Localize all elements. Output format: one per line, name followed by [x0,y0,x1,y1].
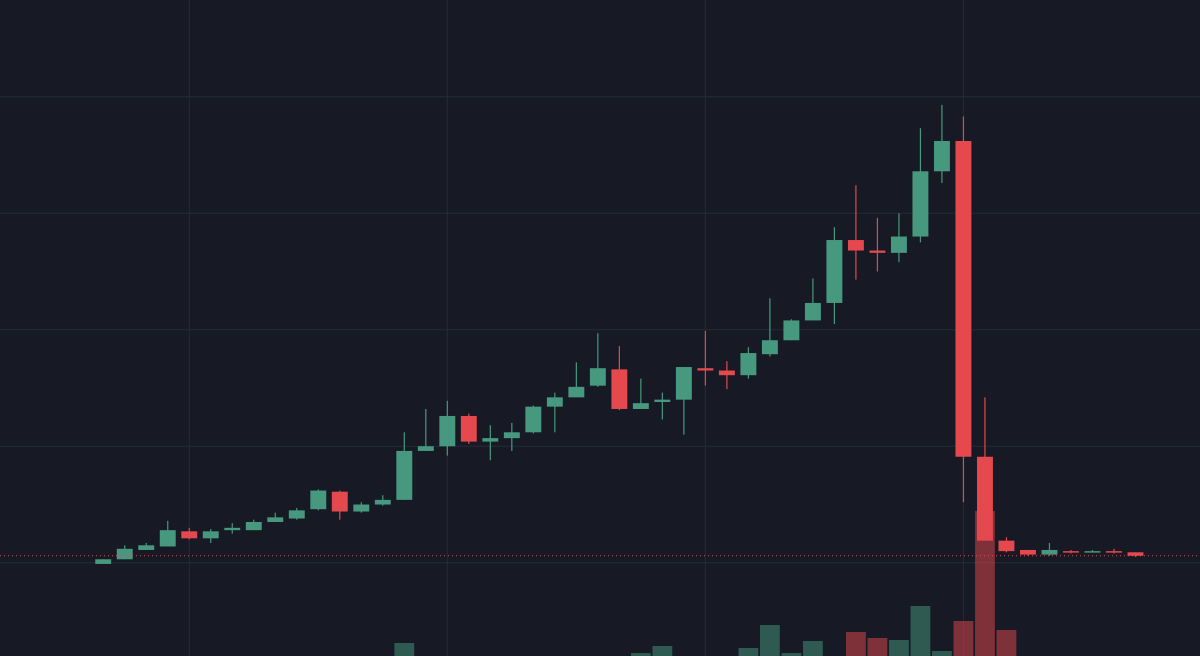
candle-body [955,140,972,457]
candle-body [783,320,800,341]
volume-bar [996,630,1017,656]
volume-bar [781,653,802,656]
candle-body [1020,549,1036,555]
candle-body [912,171,929,237]
volume-bar [738,648,759,656]
candle-body [847,240,864,251]
candle-body [1106,551,1122,553]
candle-body [589,368,606,386]
candle-body [460,415,477,442]
candle-body [396,450,413,500]
volume-bar [867,638,888,656]
candle-body [1041,549,1058,555]
candle-body [95,559,112,564]
volume-bar [910,606,931,656]
volume-bar [846,632,866,656]
candle-body [546,397,563,407]
volume-bar [975,511,995,656]
candle-body [159,530,176,547]
candle-body [826,240,843,303]
candle-body [482,438,499,442]
volume-bar [652,646,673,656]
candle-body [417,446,434,451]
candle-body [632,403,649,409]
candle-body [374,499,391,505]
candle-body [181,531,198,539]
candle-body [976,456,993,541]
candle-body [1127,552,1144,556]
candle-body [654,399,671,402]
volume-bar [803,641,823,656]
candle-body [245,522,262,531]
candle-body [869,250,886,253]
candle-body [804,302,821,321]
candle-body [503,432,520,439]
candle-body [740,353,757,376]
candle-body [761,340,778,355]
candle-body [267,517,284,523]
volume-bar [932,651,952,656]
candle-body [439,415,456,447]
candle-body [288,510,305,519]
candle-body [202,531,219,539]
candle-body [611,369,628,409]
candle-body [224,527,241,531]
candle-body [525,406,542,433]
volume-bar [394,643,415,656]
candle-body [1084,551,1101,553]
candle-body [116,548,133,560]
candle-body [138,545,155,550]
candle-body [998,540,1015,552]
candle-body [310,490,327,510]
volume-bar [760,625,780,656]
candle-body [697,368,714,371]
candle-body [933,140,950,172]
volume-bar [889,640,909,656]
candle-body [890,236,907,253]
candle-body [675,367,692,400]
candle-body [353,504,370,512]
volume-bar [630,653,651,656]
candle-body [568,386,585,398]
candle-body [1063,551,1079,553]
candle-body [718,370,735,376]
volume-bar [953,621,974,656]
candle-body [331,491,348,512]
